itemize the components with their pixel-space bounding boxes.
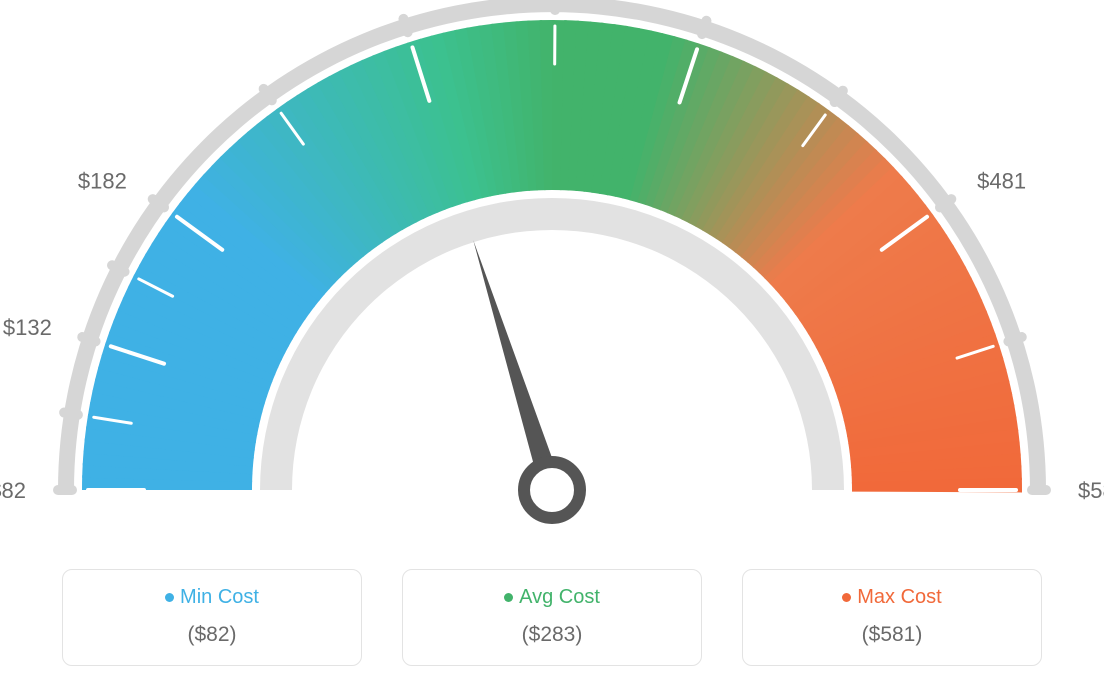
cost-gauge-chart: $82$132$182$283$382$481$581 Min Cost ($8… <box>0 0 1104 690</box>
legend-value-avg: ($283) <box>413 623 691 647</box>
gauge-tick-label: $481 <box>977 168 1026 193</box>
gauge-tick-label: $82 <box>0 478 26 503</box>
legend-title-min: Min Cost <box>165 586 259 609</box>
gauge-tick-label: $182 <box>78 168 127 193</box>
legend-card-min: Min Cost ($82) <box>62 569 362 666</box>
gauge-hub <box>524 462 580 518</box>
gauge-needle <box>473 240 562 493</box>
gauge-tick-label: $581 <box>1078 478 1104 503</box>
legend-dot-avg <box>504 593 513 602</box>
legend-title-max: Max Cost <box>842 586 941 609</box>
legend-value-min: ($82) <box>73 623 351 647</box>
legend-label-min: Min Cost <box>180 586 259 609</box>
gauge-tick-label: $132 <box>3 315 52 340</box>
gauge-svg: $82$132$182$283$382$481$581 <box>0 0 1104 560</box>
legend-label-max: Max Cost <box>857 586 941 609</box>
legend-dot-max <box>842 593 851 602</box>
legend-row: Min Cost ($82) Avg Cost ($283) Max Cost … <box>0 569 1104 666</box>
legend-card-max: Max Cost ($581) <box>742 569 1042 666</box>
legend-dot-min <box>165 593 174 602</box>
legend-card-avg: Avg Cost ($283) <box>402 569 702 666</box>
legend-label-avg: Avg Cost <box>519 586 600 609</box>
legend-title-avg: Avg Cost <box>504 586 600 609</box>
legend-value-max: ($581) <box>753 623 1031 647</box>
